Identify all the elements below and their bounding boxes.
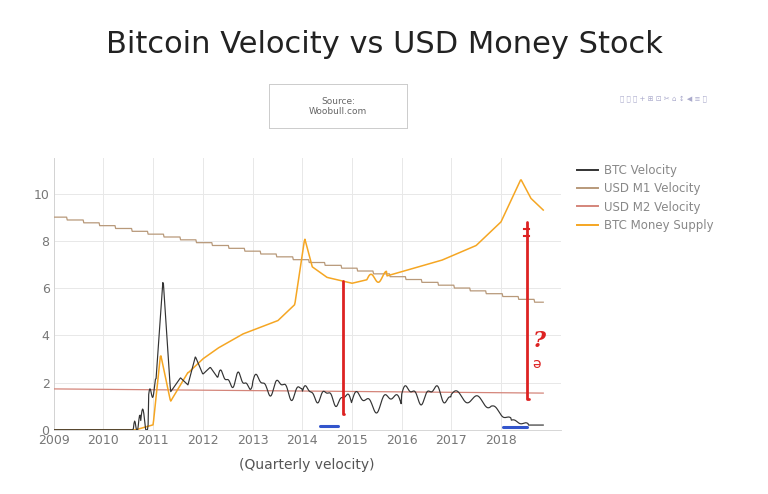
Text: Source:
Woobull.com: Source: Woobull.com <box>309 96 367 116</box>
Text: ?: ? <box>532 330 545 352</box>
Text: ə: ə <box>532 357 541 371</box>
Text: Bitcoin Velocity vs USD Money Stock: Bitcoin Velocity vs USD Money Stock <box>105 30 663 59</box>
Text: 📷 💾 🔍 + ⊞ ⊡ ✂ ⌂ ↕ ◀ ≡ 📊: 📷 💾 🔍 + ⊞ ⊡ ✂ ⌂ ↕ ◀ ≡ 📊 <box>620 95 707 102</box>
Legend: BTC Velocity, USD M1 Velocity, USD M2 Velocity, BTC Money Supply: BTC Velocity, USD M1 Velocity, USD M2 Ve… <box>577 164 713 232</box>
X-axis label: (Quarterly velocity): (Quarterly velocity) <box>240 458 375 472</box>
